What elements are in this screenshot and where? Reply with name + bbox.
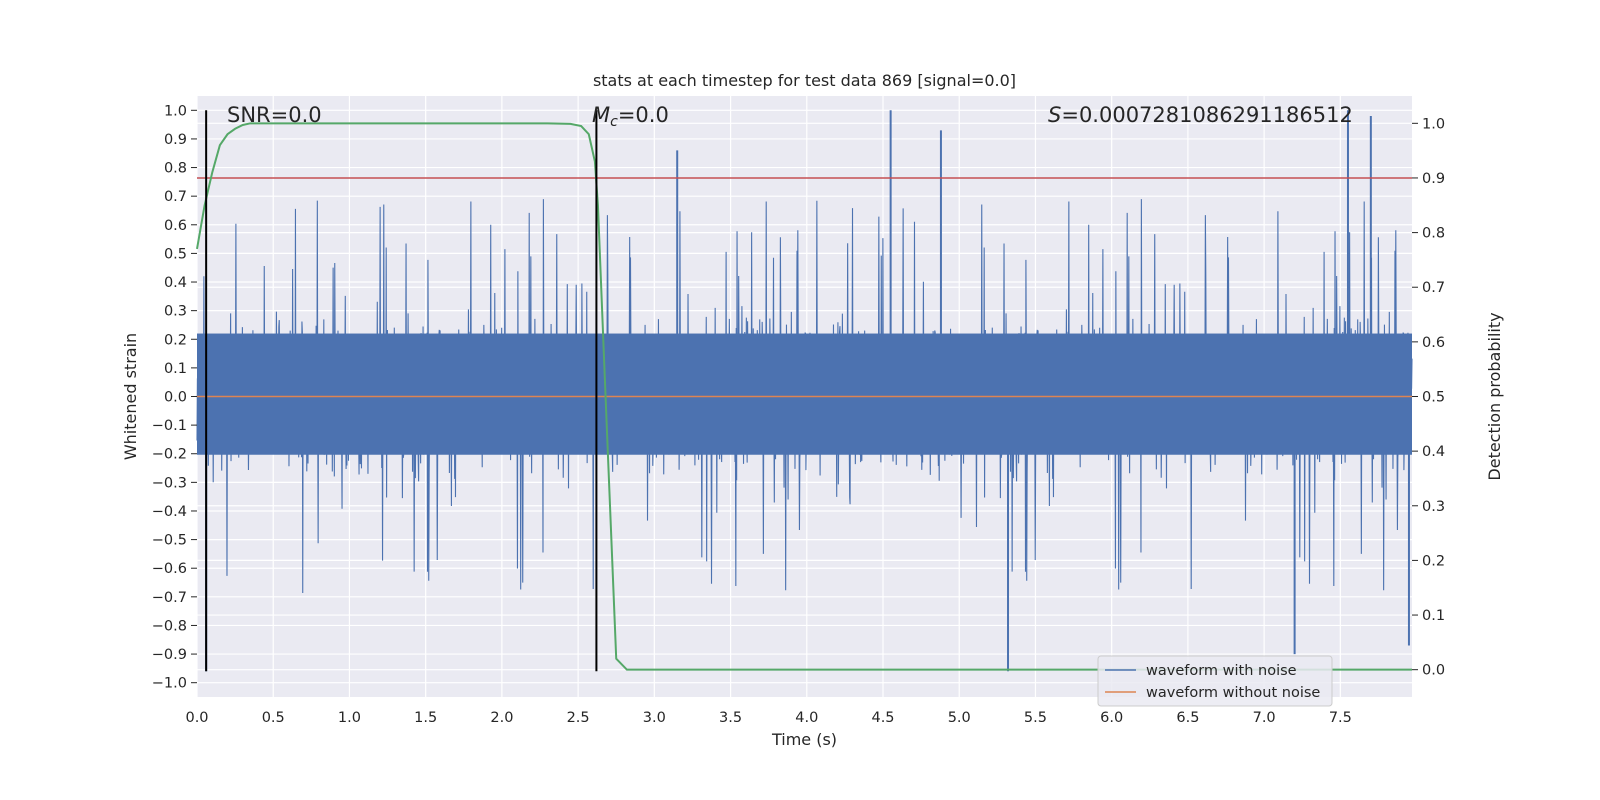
x-tick-label: 7.0 [1253,710,1276,726]
x-axis-label: Time (s) [771,730,837,749]
y-tick-label: 0.2 [164,332,187,348]
x-tick-label: 5.0 [948,710,971,726]
y-tick-label: 0.0 [164,390,187,406]
x-tick-label: 1.5 [414,710,437,726]
y2-tick-label: 0.3 [1422,499,1445,515]
y2-ticks: 0.0 0.1 0.2 0.3 0.4 0.5 0.6 0.7 0.8 0.9 1.0 [1412,116,1445,679]
y2-tick-label: 0.7 [1422,280,1445,296]
vertical-markers [205,110,598,672]
y-tick-label: −0.7 [152,590,187,606]
legend-label-waveform-without-noise: waveform without noise [1146,685,1320,701]
annotation-chirp-mass: Mc=0.0 [592,103,669,130]
x-tick-label: 6.5 [1176,710,1199,726]
y-tick-label: 0.3 [164,304,187,320]
y-tick-label: 0.8 [164,161,187,177]
x-tick-label: 4.5 [871,710,894,726]
y-tick-label: 0.4 [164,275,187,291]
y2-tick-label: 0.9 [1422,171,1445,187]
chart-title: stats at each timestep for test data 869… [593,71,1016,90]
y2-tick-label: 0.0 [1422,663,1445,679]
x-tick-label: 7.5 [1329,710,1352,726]
series-detection-probability [196,122,1412,671]
y2-tick-label: 0.5 [1422,390,1445,406]
y-tick-label: 0.5 [164,246,187,262]
annotation-mc-value: =0.0 [618,103,669,127]
y-tick-label: −0.5 [152,533,187,549]
y-tick-label: −0.2 [152,447,187,463]
x-tick-label: 5.5 [1024,710,1047,726]
y-tick-label: −0.4 [152,504,187,520]
annotation-mc-subscript: c [610,114,618,130]
y2-axis-label: Detection probability [1485,312,1504,480]
x-ticks: 0.0 0.5 1.0 1.5 2.0 2.5 3.0 3.5 4.0 4.5 5.0 5.5 6.0 6… [185,710,1351,726]
y-tick-label: −0.8 [152,618,187,634]
x-tick-label: 6.0 [1100,710,1123,726]
y2-tick-label: 1.0 [1422,116,1445,132]
x-tick-label: 3.0 [643,710,666,726]
y-tick-label: −0.3 [152,475,187,491]
annotation-s-symbol: S [1048,103,1061,127]
y2-tick-label: 0.1 [1422,608,1445,624]
x-tick-label: 3.5 [719,710,742,726]
y-tick-label: 0.9 [164,132,187,148]
y-tick-label: −0.1 [152,418,187,434]
y2-tick-label: 0.8 [1422,226,1445,242]
y-tick-label: 0.1 [164,361,187,377]
y-tick-label: −0.6 [152,561,187,577]
annotation-snr: SNR=0.0 [227,103,322,127]
probability-trace [196,122,1412,671]
y-tick-label: −0.9 [152,647,187,663]
legend-label-waveform-with-noise: waveform with noise [1146,663,1297,679]
y-tick-label: 0.7 [164,189,187,205]
x-tick-label: 2.0 [490,710,513,726]
y-tick-label: 0.6 [164,218,187,234]
series-waveform-with-noise [196,110,1413,672]
y2-tick-label: 0.6 [1422,335,1445,351]
x-tick-label: 0.0 [185,710,208,726]
noise-band [197,333,1412,455]
y2-tick-label: 0.4 [1422,444,1445,460]
x-tick-label: 4.0 [795,710,818,726]
annotation-mc-symbol: M [592,103,610,127]
legend: waveform with noise waveform without noi… [1097,655,1333,707]
x-tick-label: 2.5 [567,710,590,726]
y-tick-label: 1.0 [164,103,187,119]
legend-box [1097,655,1333,707]
y-tick-label: −1.0 [152,676,187,692]
annotation-s-score: S=0.0007281086291186512 [1048,103,1353,127]
x-tick-label: 0.5 [262,710,285,726]
annotation-s-value: =0.0007281086291186512 [1061,103,1353,127]
y-ticks: −1.0 −0.9 −0.8 −0.7 −0.6 −0.5 −0.4 −0.3 −0.2 −0.1… [152,103,197,692]
y-axis-label: Whitened strain [121,333,140,460]
x-tick-label: 1.0 [338,710,361,726]
y2-tick-label: 0.2 [1422,553,1445,569]
